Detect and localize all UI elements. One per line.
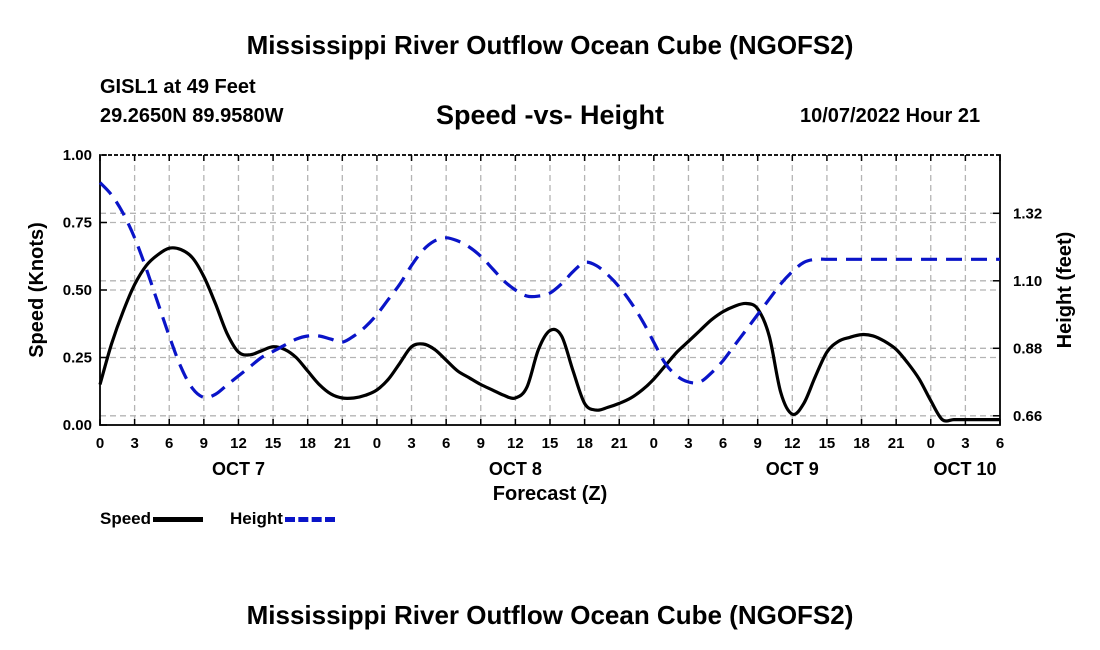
x-tick-label: 12 [784,435,801,452]
forecast-datetime: 10/07/2022 Hour 21 [800,105,981,127]
x-tick-label: 15 [819,435,836,452]
x-tick-label: 3 [130,435,138,452]
x-tick-label: 15 [542,435,559,452]
legend-height: Height [230,509,335,529]
x-axis-title: Forecast (Z) [493,483,607,505]
x-tick-label: 0 [96,435,104,452]
x-tick-label: 15 [265,435,282,452]
x-tick-label: 21 [334,435,351,452]
legend-speed-swatch [153,516,204,522]
y-left-tick-label: 0.00 [63,417,92,434]
x-tick-label: 3 [961,435,969,452]
x-tick-label: 6 [165,435,173,452]
footer-title: Mississippi River Outflow Ocean Cube (NG… [246,600,854,630]
x-tick-label: 21 [888,435,905,452]
x-tick-label: 9 [754,435,762,452]
chart-subtitle: Speed -vs- Height [435,100,665,130]
height-series-line [98,181,1000,400]
station-coordinates: 29.2650N 89.9580W [100,105,284,127]
y-right-tick-label: 0.66 [1013,408,1042,425]
y-left-tick-label: 0.75 [63,215,92,232]
chart-title: Mississippi River Outflow Ocean Cube (NG… [246,30,854,60]
x-tick-label: 3 [684,435,692,452]
x-date-label: OCT 9 [766,459,819,479]
legend-speed: Speed [100,509,204,529]
x-tick-label: 9 [477,435,485,452]
x-date-label: OCT 10 [933,459,996,479]
y-axis-left-title: Speed (Knots) [26,222,48,358]
y-left-tick-label: 0.25 [63,350,92,367]
y-left-tick-label: 0.50 [63,282,92,299]
legend-height-label: Height [230,509,283,528]
x-tick-label: 18 [299,435,316,452]
legend-speed-label: Speed [100,509,152,528]
x-date-label: OCT 8 [489,459,542,479]
y-right-tick-label: 1.32 [1013,205,1042,222]
x-tick-label: 6 [719,435,727,452]
x-tick-label: 18 [853,435,870,452]
x-tick-label: 18 [576,435,593,452]
y-right-tick-label: 0.88 [1013,340,1042,357]
x-tick-label: 0 [373,435,381,452]
x-tick-label: 0 [927,435,935,452]
station-label: GISL1 at 49 Feet [100,76,256,98]
legend-height-swatch [284,516,335,522]
speed-series-line [98,246,1000,423]
axis-ticks: 0 3 6 9 12 15 18 21 0 3 6 9 12 15 18 21 0 3 6 9 12 15 18 21 0 3 60… [63,147,1042,479]
series-lines [98,181,1000,423]
x-tick-label: 0 [650,435,658,452]
grid [100,155,1000,425]
x-tick-label: 6 [442,435,450,452]
y-axis-right-title: Height (feet) [1054,232,1076,349]
x-tick-label: 9 [200,435,208,452]
x-tick-label: 12 [507,435,524,452]
x-tick-label: 12 [230,435,247,452]
x-tick-label: 3 [407,435,415,452]
x-tick-label: 6 [996,435,1004,452]
y-left-tick-label: 1.00 [63,147,92,164]
x-tick-label: 21 [611,435,628,452]
x-date-label: OCT 7 [212,459,265,479]
y-right-tick-label: 1.10 [1013,273,1042,290]
